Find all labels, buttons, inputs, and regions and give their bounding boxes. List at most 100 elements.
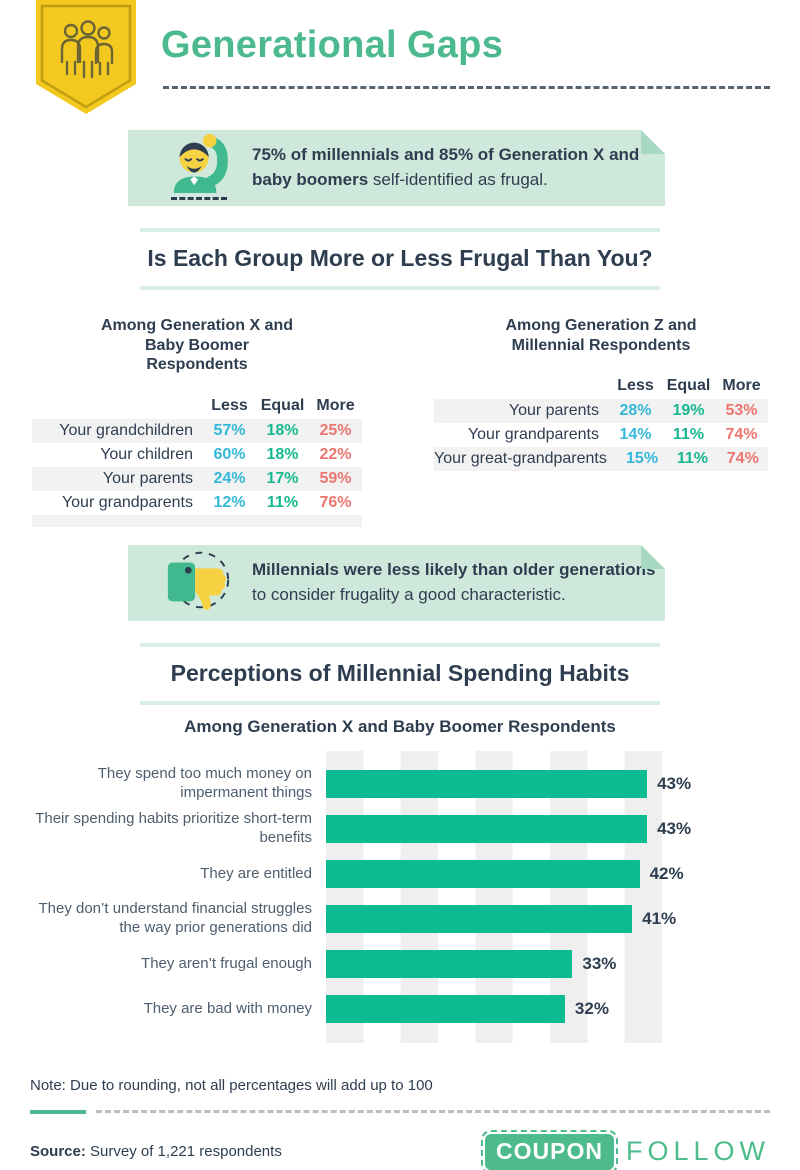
- footer-divider: [30, 1109, 770, 1114]
- row-label: Your great-grandparents: [434, 450, 607, 468]
- value-more: 22%: [319, 445, 352, 463]
- bar-value-label: 32%: [574, 999, 609, 1019]
- chart-subtitle: Among Generation X and Baby Boomer Respo…: [184, 716, 616, 736]
- stat-callout-millennials: Millennials were less likely than older …: [128, 544, 665, 621]
- row-label: Your parents: [102, 469, 193, 487]
- value-less: 28%: [619, 402, 652, 420]
- logo-follow-text: FOLLOW: [625, 1136, 770, 1167]
- comparison-tables: Among Generation X and Baby Boomer Respo…: [0, 316, 800, 527]
- table-row: Your grandparents 12% 11% 76%: [32, 491, 362, 515]
- value-equal: 18%: [266, 421, 299, 439]
- section-perceptions: Perceptions of Millennial Spending Habit…: [0, 642, 800, 737]
- page-title: Generational Gaps: [161, 24, 503, 67]
- table-row: Your grandparents 14% 11% 74%: [434, 423, 768, 447]
- callout-text-bold: 75% of millennials and 85% of Generation…: [252, 145, 640, 189]
- bar-category-label: They aren’t frugal enough: [141, 954, 312, 972]
- column-header-more: More: [316, 396, 355, 414]
- perceptions-bar-chart: They spend too much money on impermanent…: [30, 750, 770, 1043]
- bar: [326, 860, 640, 889]
- section-frugality: Is Each Group More or Less Frugal Than Y…: [0, 228, 800, 290]
- section-rule-bottom: [140, 700, 660, 705]
- footer-source-row: Source: Survey of 1,221 respondents COUP…: [30, 1129, 770, 1170]
- table-row: Your parents 28% 19% 53%: [434, 399, 768, 424]
- table-row: Your parents 24% 17% 59%: [32, 466, 362, 491]
- chart-striped-background: [326, 750, 662, 1043]
- column-header-more: More: [722, 377, 761, 395]
- section-rule-bottom: [140, 286, 660, 290]
- coupon-follow-logo[interactable]: COUPON FOLLOW: [481, 1129, 770, 1170]
- bar-value-label: 33%: [582, 954, 617, 974]
- table-row: Your great-grandparents 15% 11% 74%: [434, 447, 768, 472]
- note-text: Note: Due to rounding, not all percentag…: [30, 1076, 433, 1094]
- value-less: 57%: [213, 421, 246, 439]
- callout-text-regular: self-identified as frugal.: [368, 170, 548, 189]
- value-less: 14%: [619, 426, 652, 444]
- callout-text-bold: Millennials were less likely than older …: [252, 559, 656, 579]
- callout-text-regular: to consider frugality a good characteris…: [252, 584, 566, 604]
- row-label: Your parents: [508, 402, 599, 420]
- source-text: Source: Survey of 1,221 respondents: [30, 1143, 282, 1161]
- three-people-icon: [36, 0, 136, 114]
- bar-value-label: 41%: [642, 909, 677, 929]
- section-rule-top: [140, 642, 660, 647]
- chart-row: They spend too much money on impermanent…: [30, 762, 770, 807]
- bar: [326, 905, 633, 934]
- row-label: Your grandparents: [61, 493, 193, 511]
- bar: [326, 950, 573, 979]
- bar-category-label: They don’t understand financial struggle…: [38, 900, 312, 937]
- value-more: 74%: [726, 450, 759, 468]
- row-label: Your grandchildren: [59, 421, 193, 439]
- table-title: Among Generation X and Baby Boomer Respo…: [100, 317, 293, 374]
- header-badge: [36, 0, 136, 119]
- table-header-row: Less Equal More: [32, 395, 362, 417]
- table-genz-millennial: Among Generation Z and Millennial Respon…: [434, 316, 768, 527]
- section-title: Is Each Group More or Less Frugal Than Y…: [147, 245, 653, 271]
- callout-text: Millennials were less likely than older …: [252, 558, 665, 607]
- corner-fold: [641, 544, 665, 569]
- column-header-less: Less: [211, 396, 248, 414]
- table-header-row: Less Equal More: [434, 375, 768, 397]
- table-row: Your grandchildren 57% 18% 25%: [32, 418, 362, 443]
- man-scratching-head-icon: [162, 131, 236, 206]
- table-genx-boomer: Among Generation X and Baby Boomer Respo…: [32, 316, 362, 527]
- value-more: 76%: [319, 493, 352, 511]
- bar-category-label: They are bad with money: [143, 999, 312, 1017]
- value-equal: 19%: [672, 402, 705, 420]
- column-header-equal: Equal: [666, 377, 711, 395]
- chart-row: They are entitled 42%: [30, 852, 770, 897]
- table-title: Among Generation Z and Millennial Respon…: [505, 317, 697, 354]
- bar: [326, 770, 648, 799]
- chart-row: They are bad with money 32%: [30, 987, 770, 1032]
- section-rule-top: [140, 228, 660, 232]
- chart-row: Their spending habits prioritize short-t…: [30, 807, 770, 852]
- value-more: 74%: [725, 426, 758, 444]
- logo-coupon-stamp: COUPON: [481, 1129, 618, 1170]
- value-more: 53%: [725, 402, 758, 420]
- divider-dashed-line: [96, 1110, 770, 1114]
- value-more: 59%: [319, 469, 352, 487]
- row-label: Your grandparents: [467, 426, 599, 444]
- value-less: 24%: [213, 469, 246, 487]
- value-less: 60%: [213, 445, 246, 463]
- callout-text: 75% of millennials and 85% of Generation…: [252, 143, 665, 192]
- table-row: Your children 60% 18% 22%: [32, 443, 362, 467]
- bar-value-label: 43%: [657, 774, 692, 794]
- value-less: 12%: [213, 493, 246, 511]
- bar-category-label: Their spending habits prioritize short-t…: [35, 810, 312, 847]
- table-filler-stripe: [32, 514, 362, 527]
- divider-solid-accent: [30, 1109, 86, 1114]
- chart-row: They aren’t frugal enough 33%: [30, 942, 770, 987]
- page-title-bold: Gaps: [406, 24, 504, 66]
- corner-fold: [641, 130, 665, 154]
- page-title-regular: Generational: [161, 24, 397, 66]
- bar-category-label: They are entitled: [200, 864, 312, 882]
- value-less: 15%: [626, 450, 659, 468]
- stat-callout-frugal: 75% of millennials and 85% of Generation…: [128, 130, 665, 206]
- bar: [326, 995, 565, 1024]
- bar: [326, 815, 648, 844]
- bar-value-label: 42%: [649, 864, 684, 884]
- column-header-equal: Equal: [260, 396, 305, 414]
- title-dashed-underline: [163, 86, 770, 89]
- value-equal: 18%: [266, 445, 299, 463]
- value-equal: 11%: [676, 450, 708, 468]
